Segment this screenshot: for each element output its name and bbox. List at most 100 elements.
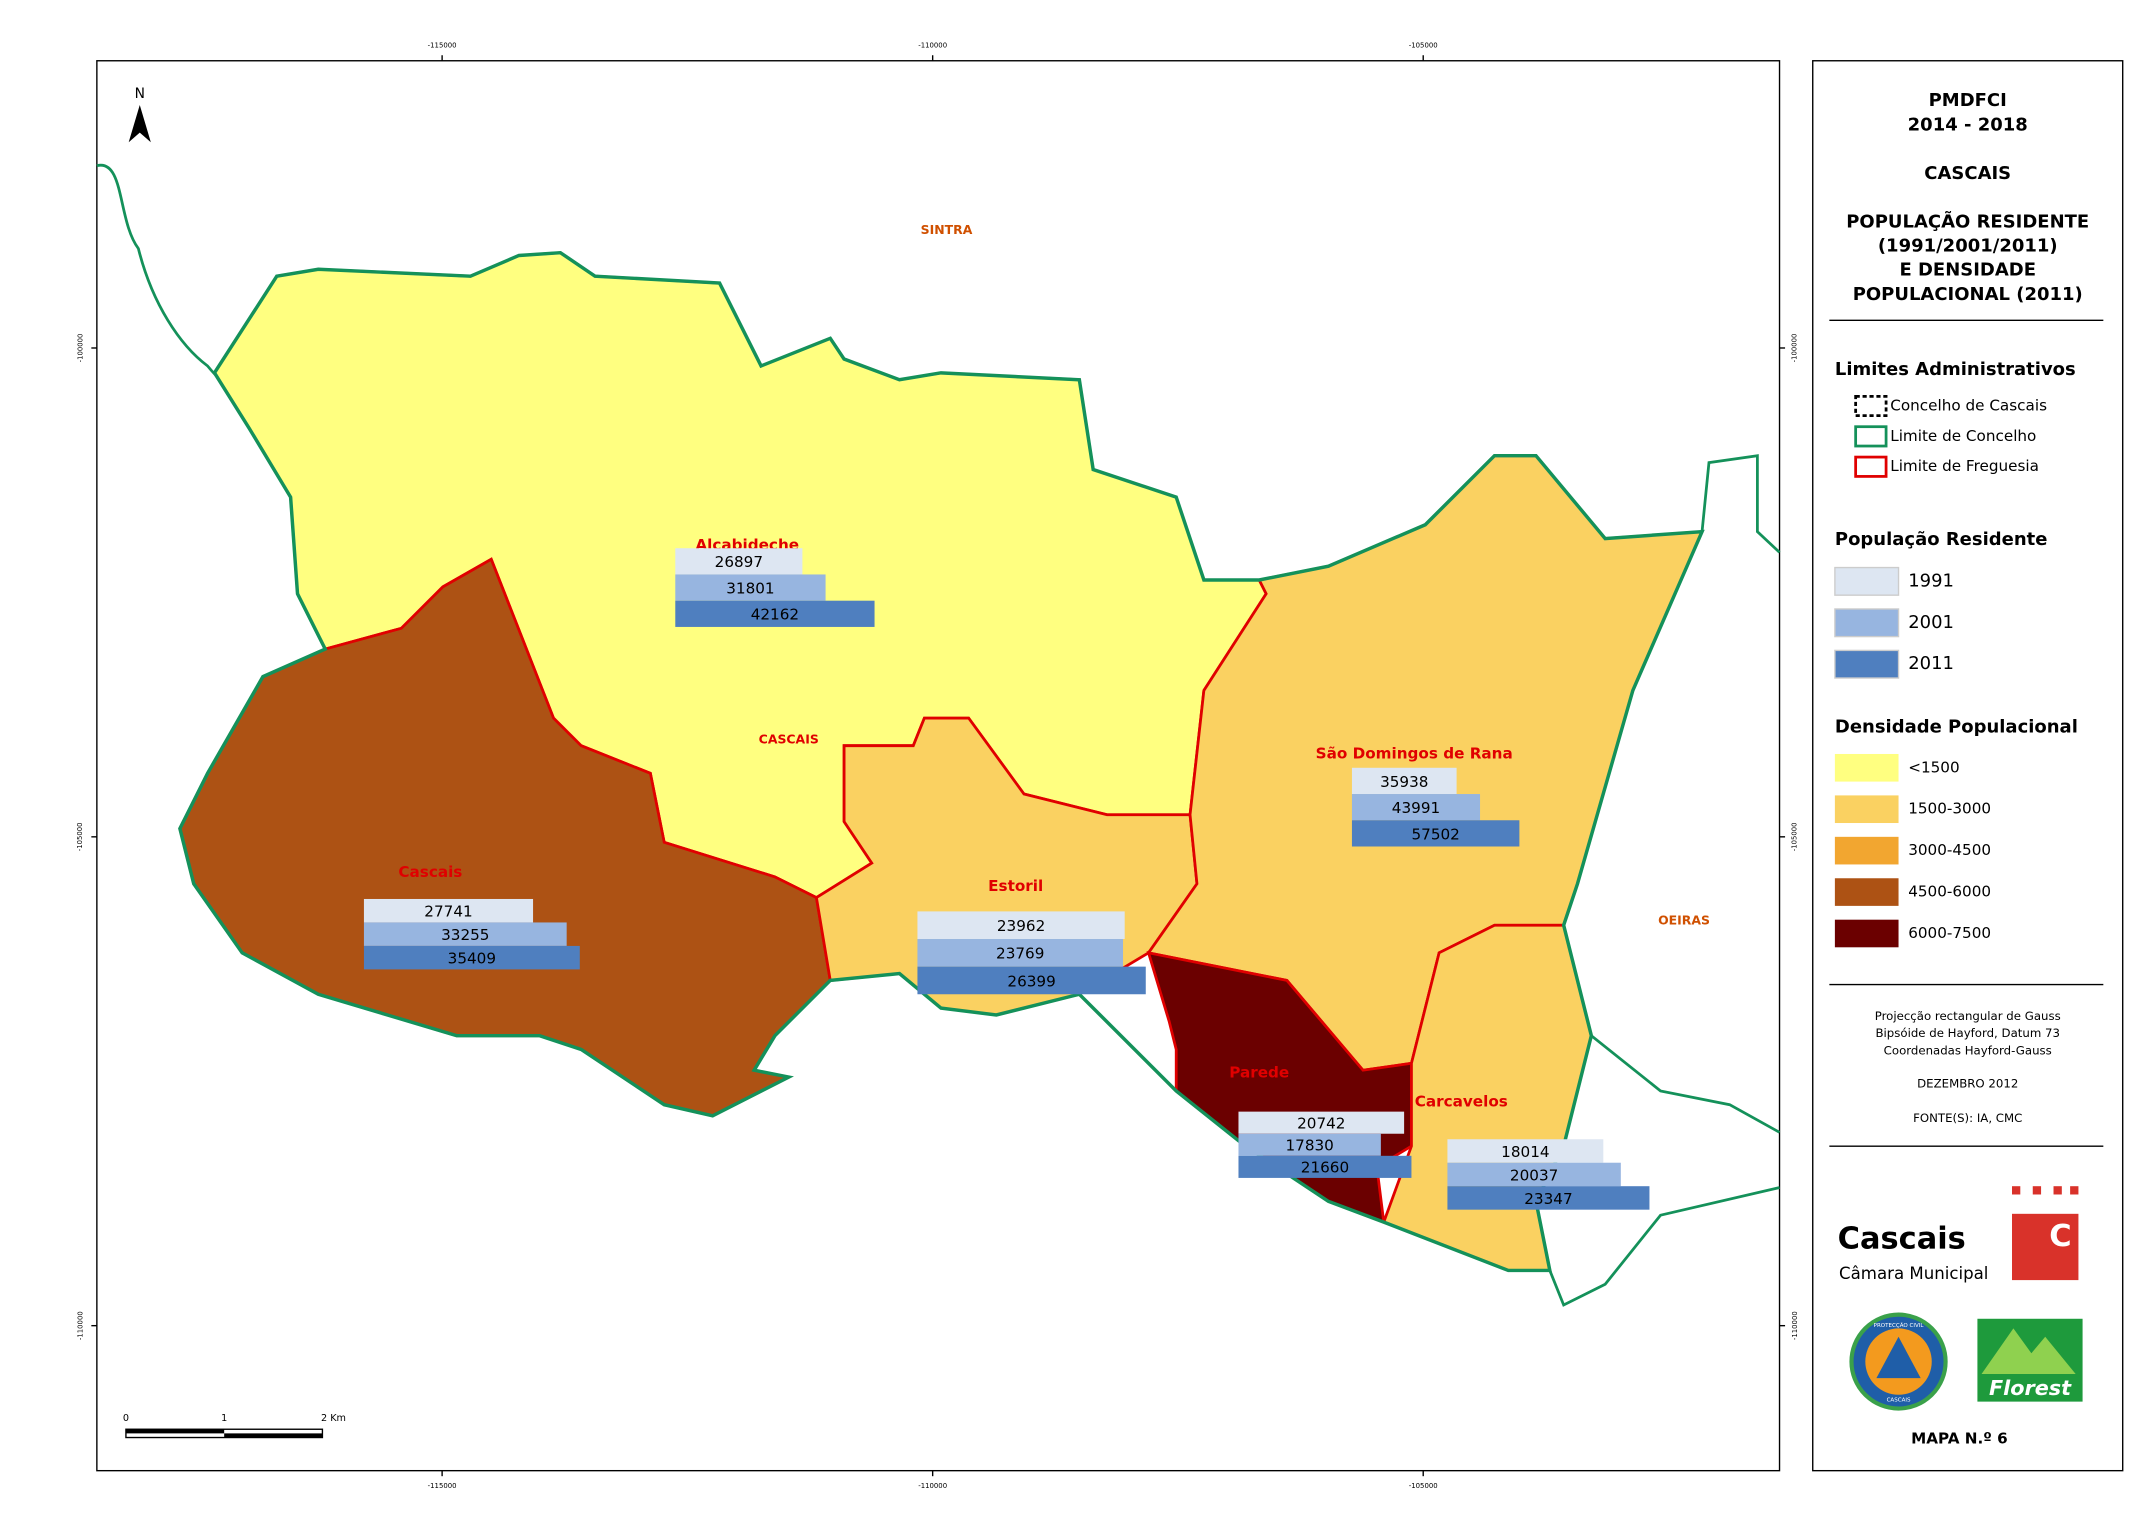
logo-civil-sub: CASCAIS xyxy=(1887,1398,1911,1404)
population-bar xyxy=(363,898,534,923)
x-tick-label: -115000 xyxy=(428,42,457,50)
admin-swatch xyxy=(1854,455,1888,478)
population-value: 35938 xyxy=(1380,773,1428,791)
population-value: 20037 xyxy=(1510,1166,1558,1184)
density-title: Densidade Populacional xyxy=(1835,717,2078,738)
admin-label: Limite de Freguesia xyxy=(1890,457,2039,475)
density-label: 4500-6000 xyxy=(1908,883,1991,901)
population-bar xyxy=(1447,1186,1650,1210)
legend-municipality: CASCAIS xyxy=(1924,163,2011,184)
projection-note: Coordenadas Hayford-Gauss xyxy=(1884,1043,2052,1057)
scale-bar xyxy=(125,1429,225,1434)
density-swatch xyxy=(1834,836,1899,865)
logo-mark-text: C xyxy=(2049,1219,2071,1254)
place-label: SINTRA xyxy=(921,222,973,237)
population-value: 23347 xyxy=(1524,1190,1572,1208)
population-value: 20742 xyxy=(1297,1115,1345,1133)
y-tick-label: -110000 xyxy=(1791,1311,1799,1340)
population-bar xyxy=(1351,794,1481,821)
admin-swatch xyxy=(1854,394,1888,418)
population-value: 35409 xyxy=(448,950,496,968)
legend-subtitle: E DENSIDADE xyxy=(1899,260,2036,281)
logo-dot xyxy=(2012,1186,2021,1195)
admin-label: Concelho de Cascais xyxy=(1890,396,2047,414)
projection-note: Bipsóide de Hayford, Datum 73 xyxy=(1875,1026,2059,1040)
x-tick-label: -105000 xyxy=(1409,1482,1438,1490)
population-value: 43991 xyxy=(1392,799,1440,817)
population-value: 17830 xyxy=(1285,1137,1333,1155)
municipality-boundary xyxy=(178,250,1705,1273)
population-value: 26399 xyxy=(1007,972,1055,990)
population-value: 42162 xyxy=(751,606,799,624)
year-swatch xyxy=(1834,649,1900,679)
population-bar xyxy=(917,939,1124,967)
parish-name: Parede xyxy=(1229,1063,1289,1081)
population-value: 31801 xyxy=(726,579,774,597)
logo-dot xyxy=(2053,1186,2062,1195)
density-label: 6000-7500 xyxy=(1908,924,1991,942)
year-label: 2011 xyxy=(1908,653,1954,674)
legend-subtitle: POPULACIONAL (2011) xyxy=(1853,284,2083,305)
population-bar xyxy=(363,945,580,970)
logo-florest-text: Florest xyxy=(1989,1376,2072,1400)
population-bar xyxy=(675,600,875,627)
population-bar xyxy=(675,574,826,601)
density-label: 3000-4500 xyxy=(1908,841,1991,859)
y-tick-label: -100000 xyxy=(1791,334,1799,363)
logo-cascais-sub: Câmara Municipal xyxy=(1839,1264,1988,1283)
x-tick-label: -110000 xyxy=(918,1482,947,1490)
year-label: 1991 xyxy=(1908,570,1954,591)
place-label: CASCAIS xyxy=(759,732,819,747)
legend-title: PMDFCI xyxy=(1929,90,2007,111)
municipal-boundary xyxy=(1548,1034,1781,1307)
population-bar xyxy=(917,911,1125,940)
admin-title: Limites Administrativos xyxy=(1835,359,2076,380)
population-bar xyxy=(1351,767,1457,795)
y-tick-label: -110000 xyxy=(76,1311,84,1340)
population-value: 23962 xyxy=(997,917,1045,935)
y-tick-label: -105000 xyxy=(1791,822,1799,851)
logo-florest-peaks xyxy=(1981,1328,2076,1375)
logo-dot xyxy=(2032,1186,2042,1195)
population-title: População Residente xyxy=(1835,529,2048,550)
legend: PMDFCI 2014 - 2018 CASCAIS POPULAÇÃO RESIDE… xyxy=(1829,90,2104,1447)
x-tick-label: -110000 xyxy=(918,42,947,50)
population-value: 26897 xyxy=(715,553,763,571)
year-swatch xyxy=(1834,608,1900,638)
population-bar xyxy=(1238,1133,1381,1156)
parish-name: Carcavelos xyxy=(1415,1092,1508,1110)
north-arrow xyxy=(128,104,151,143)
population-value: 33255 xyxy=(441,926,489,944)
parish-name: São Domingos de Rana xyxy=(1316,744,1513,762)
map-number: MAPA N.º 6 xyxy=(1911,1429,2008,1447)
scale-label: 0 xyxy=(123,1413,129,1424)
population-bar xyxy=(1447,1139,1604,1163)
logo-mark xyxy=(2012,1213,2079,1281)
legend-period: 2014 - 2018 xyxy=(1908,115,2028,136)
density-swatch xyxy=(1834,753,1899,782)
scale-label: 2 Km xyxy=(321,1413,346,1424)
population-value: 27741 xyxy=(424,903,472,921)
projection-note: Projecção rectangular de Gauss xyxy=(1875,1009,2061,1023)
parish-name: Cascais xyxy=(398,863,462,881)
sources: FONTE(S): IA, CMC xyxy=(1913,1111,2022,1125)
population-bar xyxy=(675,548,803,575)
municipal-boundary xyxy=(1700,454,1781,554)
legend-subtitle: POPULAÇÃO RESIDENTE xyxy=(1846,209,2089,232)
parish-name: Estoril xyxy=(988,877,1043,895)
scale-bar xyxy=(224,1433,323,1438)
scale-label: 1 xyxy=(221,1413,227,1424)
population-bar xyxy=(1238,1111,1405,1134)
place-label: OEIRAS xyxy=(1658,913,1710,928)
legend-subtitle: (1991/2001/2011) xyxy=(1878,236,2058,257)
density-swatch xyxy=(1834,919,1899,948)
logo-dot xyxy=(2070,1186,2079,1195)
population-value: 18014 xyxy=(1501,1143,1549,1161)
population-value: 21660 xyxy=(1301,1159,1349,1177)
north-label: N xyxy=(135,86,145,102)
year-label: 2001 xyxy=(1908,612,1954,633)
admin-swatch xyxy=(1854,425,1888,448)
logo-civil-triangle xyxy=(1876,1336,1921,1379)
date: DEZEMBRO 2012 xyxy=(1917,1077,2018,1091)
